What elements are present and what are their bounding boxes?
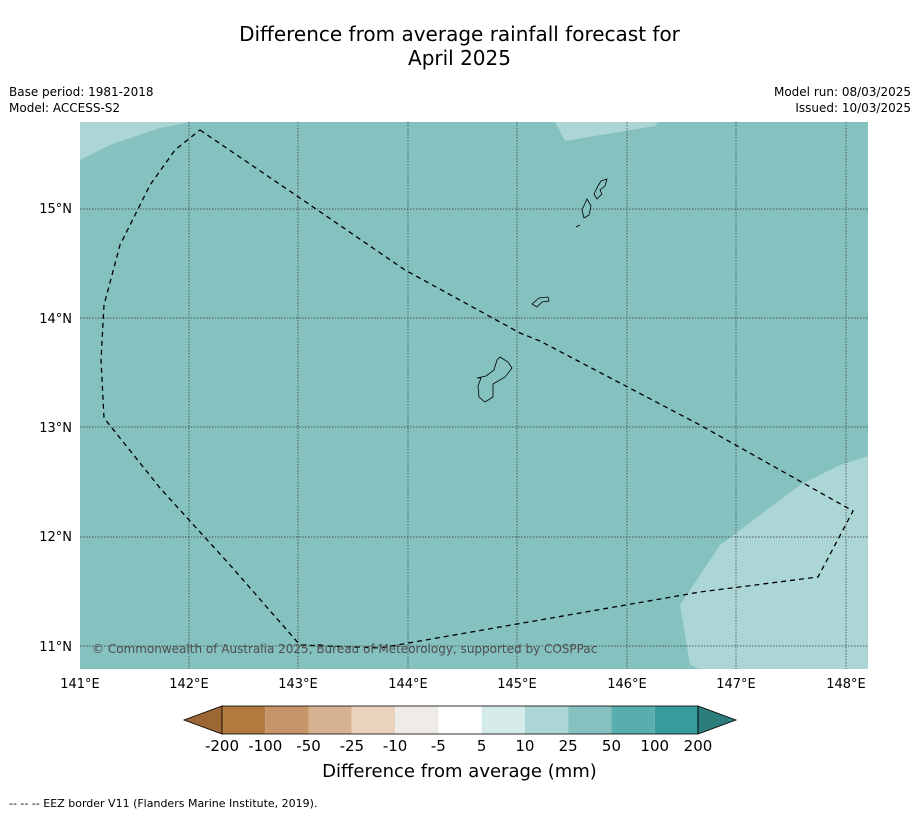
map-area	[80, 122, 868, 669]
copyright-text: © Commonwealth of Australia 2025, Bureau…	[92, 642, 597, 656]
lat-tick-15: 15°N	[39, 202, 72, 217]
islands	[476, 178, 608, 403]
island-1	[593, 178, 608, 200]
colorbar-segment	[265, 706, 309, 734]
model-run: Model run: 08/03/2025	[773, 85, 911, 99]
graticule	[80, 122, 868, 669]
colorbar-segment	[654, 706, 698, 734]
colorbar-segment	[438, 706, 482, 734]
island-4	[531, 296, 550, 308]
lat-tick-14: 14°N	[39, 312, 72, 327]
colorbar-frame	[221, 705, 699, 735]
chart-title: Difference from average rainfall forecas…	[0, 22, 919, 70]
lon-tick-141: 141°E	[60, 677, 100, 692]
island-2	[581, 198, 592, 219]
eez-border	[100, 129, 854, 649]
colorbar-segment	[308, 706, 352, 734]
colorbar-label: 50	[602, 737, 621, 755]
light-region-nw	[80, 122, 190, 160]
colorbar-label: -100	[248, 737, 282, 755]
lat-tick-13: 13°N	[39, 421, 72, 436]
colorbar-segment	[524, 706, 569, 734]
island-3	[575, 224, 581, 228]
colorbar-label: 200	[684, 737, 713, 755]
colorbar-segment	[611, 706, 655, 734]
lon-tick-labels: 141°E 142°E 143°E 144°E 145°E 146°E 147°…	[60, 677, 866, 692]
colorbar-extend-high	[697, 705, 738, 735]
colorbar-segment	[395, 706, 439, 734]
lon-tick-147: 147°E	[716, 677, 756, 692]
colorbar-segment	[568, 706, 612, 734]
colorbar-label: 5	[477, 737, 487, 755]
colorbar-label: 100	[640, 737, 669, 755]
colorbar-label: -200	[205, 737, 239, 755]
colorbar-extend-low	[182, 705, 223, 735]
lon-tick-145: 145°E	[497, 677, 537, 692]
light-region-se	[680, 456, 868, 669]
model-name: Model: ACCESS-S2	[9, 101, 121, 115]
title-line-1: Difference from average rainfall forecas…	[239, 22, 680, 46]
eez-legend-note: -- -- -- EEZ border V11 (Flanders Marine…	[9, 797, 318, 810]
lon-tick-143: 143°E	[278, 677, 318, 692]
lon-tick-148: 148°E	[826, 677, 866, 692]
guam-island	[476, 356, 513, 403]
lon-tick-144: 144°E	[388, 677, 428, 692]
light-region-n	[555, 122, 658, 141]
colorbar-label: -25	[340, 737, 365, 755]
colorbar: -200 -100 -50 -25 -10 -5 5 10 25 50 100 200	[182, 705, 738, 755]
colorbar-label: 10	[515, 737, 534, 755]
issued-date: Issued: 10/03/2025	[795, 101, 911, 115]
colorbar-label: -50	[296, 737, 321, 755]
colorbar-segment	[222, 706, 266, 734]
lat-tick-12: 12°N	[39, 530, 72, 545]
lat-tick-labels: 15°N 14°N 13°N 12°N 11°N	[39, 202, 72, 655]
colorbar-segment	[351, 706, 396, 734]
lon-tick-146: 146°E	[607, 677, 647, 692]
meta-right: Model run: 08/03/2025 Issued: 10/03/2025	[774, 84, 911, 116]
title-line-2: April 2025	[408, 46, 511, 70]
meta-left: Base period: 1981-2018 Model: ACCESS-S2	[9, 84, 154, 116]
lat-tick-11: 11°N	[39, 640, 72, 655]
colorbar-title: Difference from average (mm)	[322, 761, 597, 782]
base-period: Base period: 1981-2018	[9, 85, 154, 99]
colorbar-label: -10	[383, 737, 408, 755]
colorbar-label: 25	[559, 737, 578, 755]
lon-tick-142: 142°E	[169, 677, 209, 692]
colorbar-label: -5	[431, 737, 446, 755]
colorbar-segment	[481, 706, 525, 734]
